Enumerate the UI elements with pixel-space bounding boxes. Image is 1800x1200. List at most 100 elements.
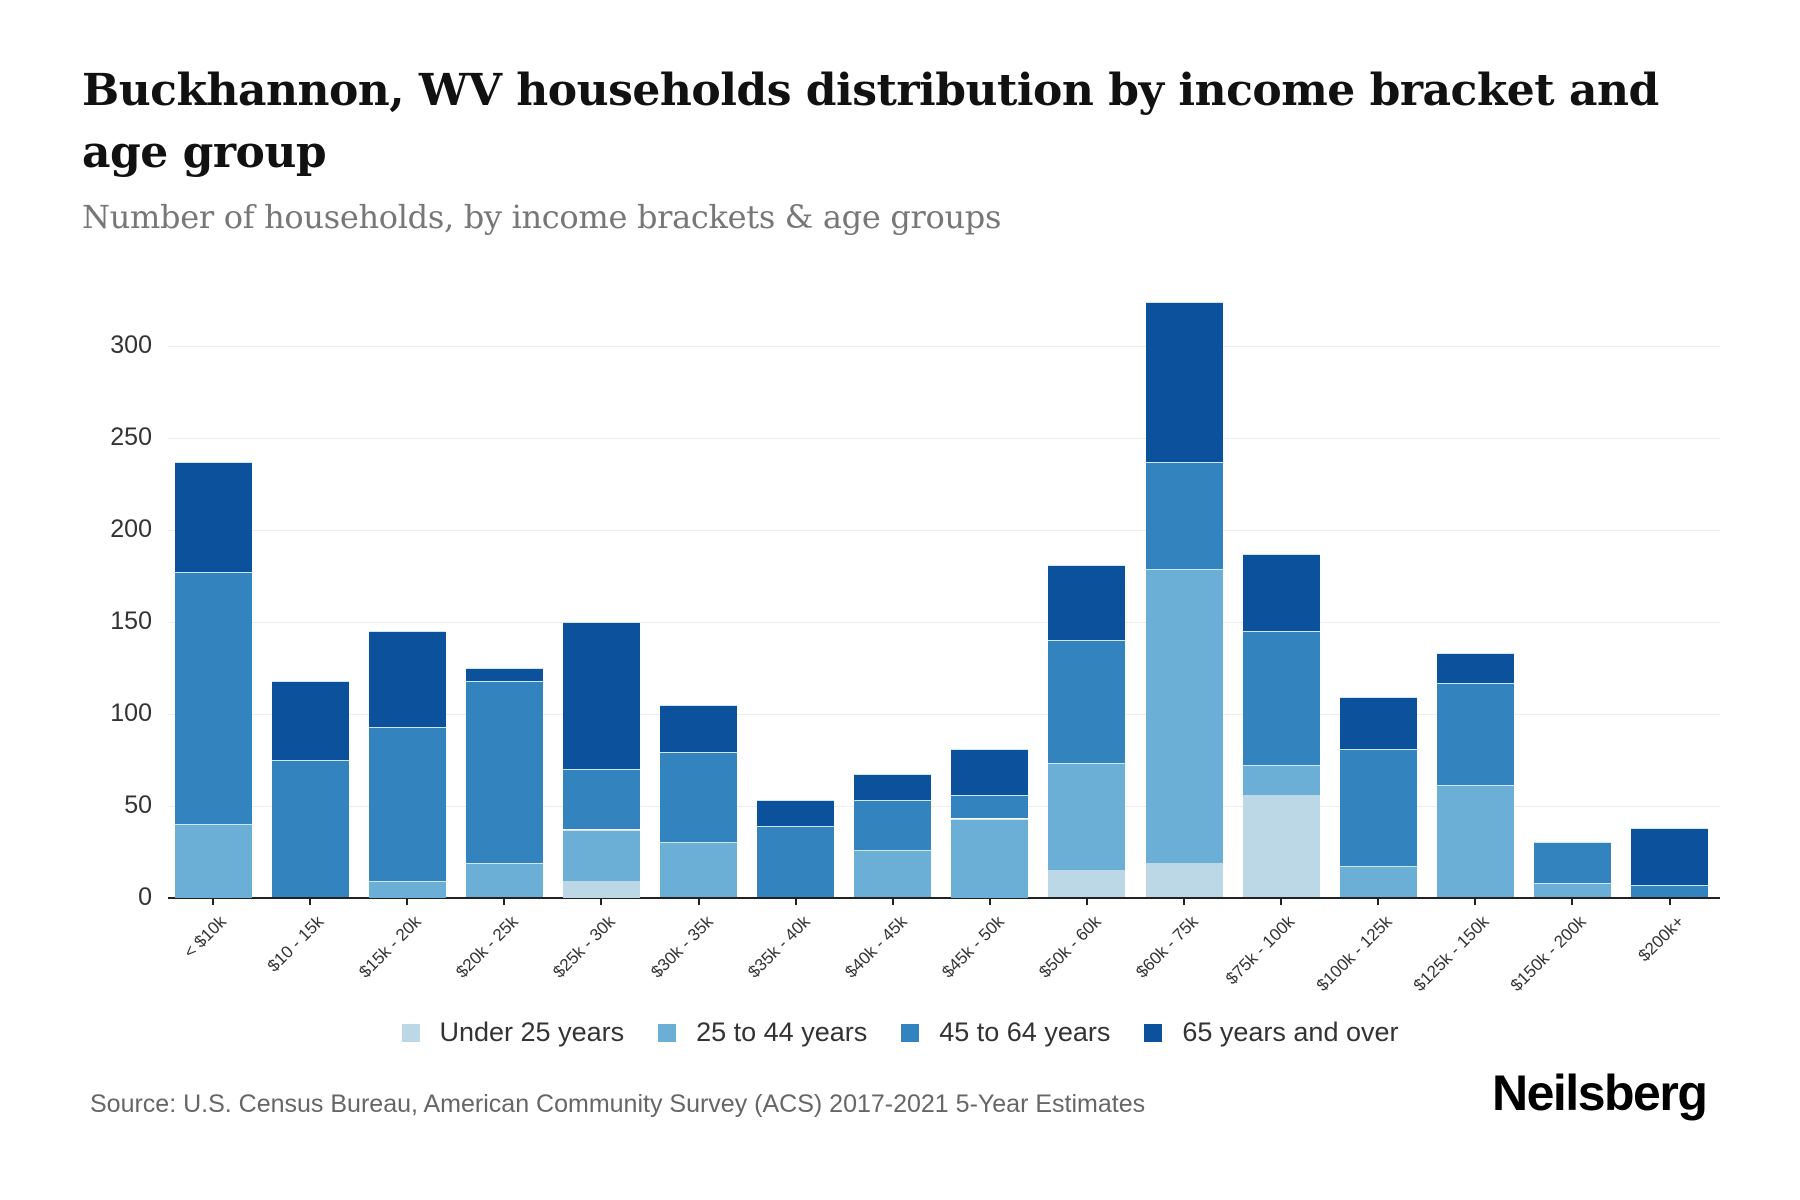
x-tick <box>600 899 602 905</box>
x-tick-label: $100k - 125k <box>1312 912 1396 995</box>
legend-swatch-icon <box>1144 1023 1163 1042</box>
bar-segment[interactable] <box>1631 884 1708 898</box>
bar-segment[interactable] <box>1146 568 1223 863</box>
legend-item[interactable]: 45 to 64 years <box>901 1017 1110 1048</box>
x-tick <box>212 899 214 905</box>
bar-segment[interactable] <box>369 726 446 881</box>
bar-segment[interactable] <box>369 631 446 727</box>
x-tick-label: $50k - 60k <box>1035 912 1105 982</box>
bar-segment[interactable] <box>1534 842 1611 883</box>
bar-segment[interactable] <box>854 849 931 898</box>
bar-segment[interactable] <box>466 680 543 863</box>
bar-segment[interactable] <box>466 862 543 898</box>
gridline <box>168 622 1720 623</box>
x-tick-label: $30k - 35k <box>647 912 717 982</box>
bar-segment[interactable] <box>369 881 446 898</box>
bar-segment[interactable] <box>951 818 1028 898</box>
x-tick-label: $40k - 45k <box>841 912 911 982</box>
y-tick-label: 100 <box>110 699 152 727</box>
x-tick <box>989 899 991 905</box>
legend-item[interactable]: 25 to 44 years <box>658 1017 867 1048</box>
bar-segment[interactable] <box>757 800 834 826</box>
legend-swatch-icon <box>658 1023 677 1042</box>
bar-segment[interactable] <box>272 759 349 898</box>
chart-title: Buckhannon, WV households distribution b… <box>82 65 1659 178</box>
x-tick <box>309 899 311 905</box>
x-tick-label: $20k - 25k <box>452 912 522 982</box>
bar-segment[interactable] <box>1631 827 1708 885</box>
bar-segment[interactable] <box>1243 794 1320 898</box>
x-tick-label: $10 - 15k <box>263 912 328 976</box>
bar-segment[interactable] <box>660 752 737 843</box>
bar-segment[interactable] <box>175 462 252 573</box>
legend-swatch-icon <box>401 1023 420 1042</box>
bar-segment[interactable] <box>854 774 931 801</box>
x-tick <box>406 899 408 905</box>
brand-logo: Neilsberg <box>1492 1065 1708 1121</box>
x-tick-label: < $10k <box>180 912 230 962</box>
bar-segment[interactable] <box>1340 697 1417 749</box>
bar-segment[interactable] <box>951 748 1028 795</box>
source-note: Source: U.S. Census Bureau, American Com… <box>90 1090 1146 1118</box>
x-tick-label: $200k+ <box>1634 912 1688 966</box>
bar-segment[interactable] <box>660 842 737 898</box>
legend-item[interactable]: Under 25 years <box>401 1017 625 1048</box>
bar-segment[interactable] <box>175 572 252 825</box>
bar-segment[interactable] <box>660 704 737 753</box>
bar-segment[interactable] <box>854 800 931 850</box>
bar-segment[interactable] <box>1048 565 1125 641</box>
bar-segment[interactable] <box>563 622 640 769</box>
legend-swatch-icon <box>901 1023 920 1042</box>
chart-subtitle: Number of households, by income brackets… <box>82 198 1002 236</box>
bar-segment[interactable] <box>1048 869 1125 898</box>
legend-label: 45 to 64 years <box>939 1017 1111 1047</box>
legend: Under 25 years 25 to 44 years 45 to 64 yea… <box>0 1017 1800 1048</box>
y-tick-label: 50 <box>124 791 152 819</box>
x-tick-label: $15k - 20k <box>355 912 425 982</box>
gridline <box>168 530 1720 531</box>
bar-segment[interactable] <box>563 768 640 830</box>
x-tick <box>503 899 505 905</box>
bar-segment[interactable] <box>1340 748 1417 867</box>
legend-label: Under 25 years <box>439 1017 625 1047</box>
bar-segment[interactable] <box>175 824 252 898</box>
bar-segment[interactable] <box>563 829 640 881</box>
x-tick-label: $35k - 40k <box>744 912 814 982</box>
x-tick <box>1086 899 1088 905</box>
bar-segment[interactable] <box>1048 640 1125 764</box>
x-tick-label: $25k - 30k <box>549 912 619 982</box>
gridline <box>168 438 1720 439</box>
bar-segment[interactable] <box>563 881 640 898</box>
x-tick <box>795 899 797 905</box>
bar-segment[interactable] <box>466 667 543 681</box>
bar-segment[interactable] <box>272 680 349 760</box>
bar-segment[interactable] <box>951 794 1028 819</box>
bar-segment[interactable] <box>1243 554 1320 632</box>
x-tick <box>1669 899 1671 905</box>
bar-segment[interactable] <box>1048 763 1125 870</box>
bar-segment[interactable] <box>757 825 834 898</box>
bar-segment[interactable] <box>1243 765 1320 795</box>
bar-segment[interactable] <box>1340 866 1417 898</box>
bar-segment[interactable] <box>1146 862 1223 898</box>
y-tick-label: 200 <box>110 515 152 543</box>
bar-segment[interactable] <box>1437 682 1514 786</box>
x-tick <box>698 899 700 905</box>
x-tick-label: $150k - 200k <box>1506 912 1590 995</box>
bar-segment[interactable] <box>1146 462 1223 569</box>
y-tick-label: 300 <box>110 331 152 359</box>
x-tick <box>1571 899 1573 905</box>
x-tick-label: $75k - 100k <box>1222 912 1299 989</box>
legend-label: 25 to 44 years <box>696 1017 868 1047</box>
x-tick <box>1183 899 1185 905</box>
x-tick-label: $60k - 75k <box>1132 912 1202 982</box>
legend-item[interactable]: 65 years and over <box>1144 1017 1399 1048</box>
legend-label: 65 years and over <box>1182 1017 1399 1047</box>
bar-segment[interactable] <box>1146 302 1223 463</box>
bar-segment[interactable] <box>1437 653 1514 683</box>
bar-segment[interactable] <box>1534 882 1611 898</box>
bar-segment[interactable] <box>1243 631 1320 766</box>
x-tick <box>1474 899 1476 905</box>
bar-segment[interactable] <box>1437 785 1514 898</box>
